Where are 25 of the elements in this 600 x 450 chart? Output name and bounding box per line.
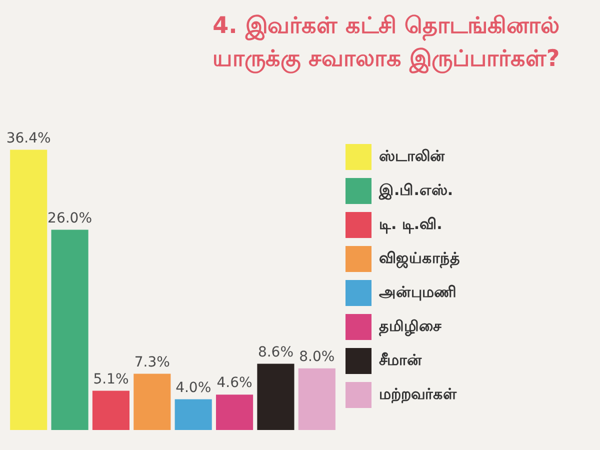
bar bbox=[10, 150, 48, 430]
legend-label: சீமான் bbox=[379, 350, 422, 369]
legend-label: டி. டி.வி. bbox=[379, 214, 442, 233]
data-label: 8.0% bbox=[299, 349, 335, 366]
data-label: 8.6% bbox=[258, 344, 294, 360]
bar bbox=[51, 230, 88, 430]
bar bbox=[92, 390, 130, 430]
legend-label: இ.பி.எஸ். bbox=[378, 180, 454, 200]
legend-label: ஸ்டாலின் bbox=[379, 146, 445, 165]
bar bbox=[257, 364, 294, 430]
data-label: 7.3% bbox=[134, 354, 170, 370]
data-label: 4.6% bbox=[216, 375, 252, 392]
legend-label: தமிழிசை bbox=[379, 316, 442, 336]
bar bbox=[134, 374, 171, 430]
data-label: 36.4% bbox=[6, 130, 51, 146]
legend-label: விஜய்காந்த் bbox=[379, 248, 460, 268]
data-label: 4.0% bbox=[176, 380, 212, 396]
data-label: 5.1% bbox=[93, 371, 129, 388]
legend-label: அன்புமணி bbox=[379, 282, 456, 301]
data-label: 26.0% bbox=[48, 210, 92, 226]
bar bbox=[298, 368, 336, 430]
legend-label: மற்றவர்கள் bbox=[379, 384, 457, 403]
chart-title: 4. இவர்கள் கட்சி தொடங்கினால் யாருக்கு சவாலாக இருப்பார்கள்? bbox=[211, 12, 561, 76]
bar bbox=[174, 399, 212, 430]
bar bbox=[216, 394, 254, 430]
